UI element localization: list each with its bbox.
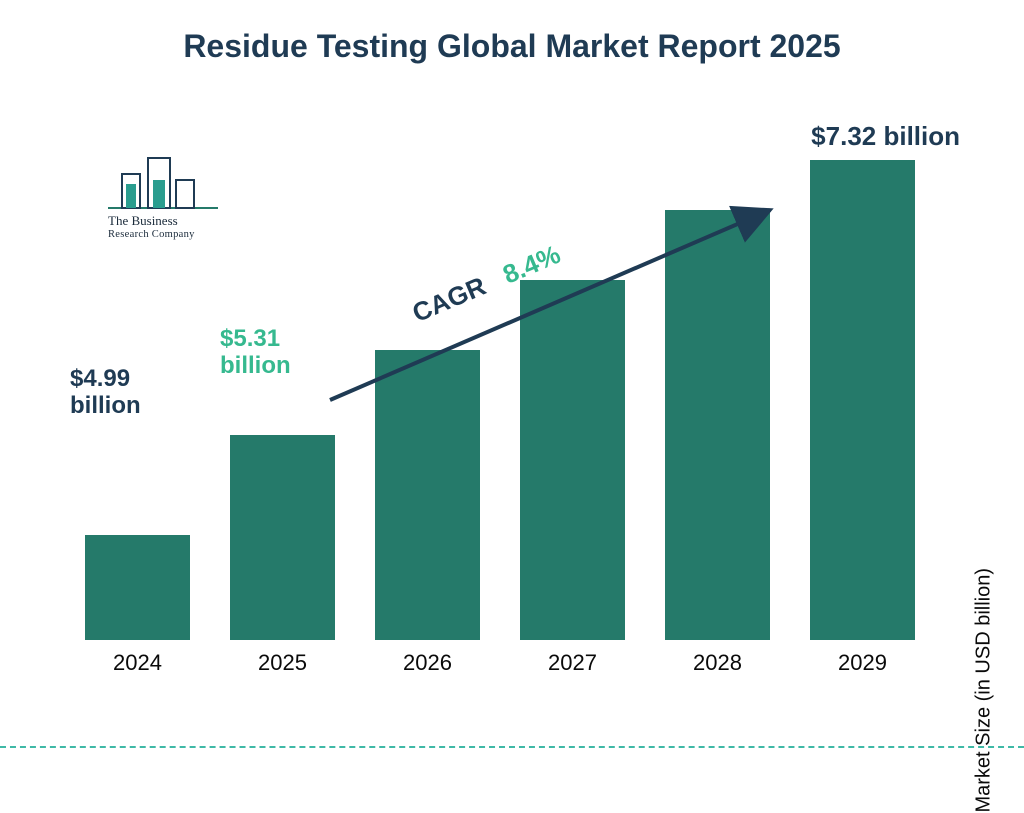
y-axis-label: Market Size (in USD billion): [973, 568, 996, 813]
bar-chart: 202420252026202720282029 $4.99 billion $…: [70, 120, 950, 680]
footer-divider: [0, 746, 1024, 748]
chart-title: Residue Testing Global Market Report 202…: [0, 28, 1024, 65]
cagr-arrow-icon: [70, 120, 950, 680]
y-axis-label-text: Market Size (in USD billion): [973, 568, 995, 813]
chart-title-text: Residue Testing Global Market Report 202…: [183, 28, 840, 64]
